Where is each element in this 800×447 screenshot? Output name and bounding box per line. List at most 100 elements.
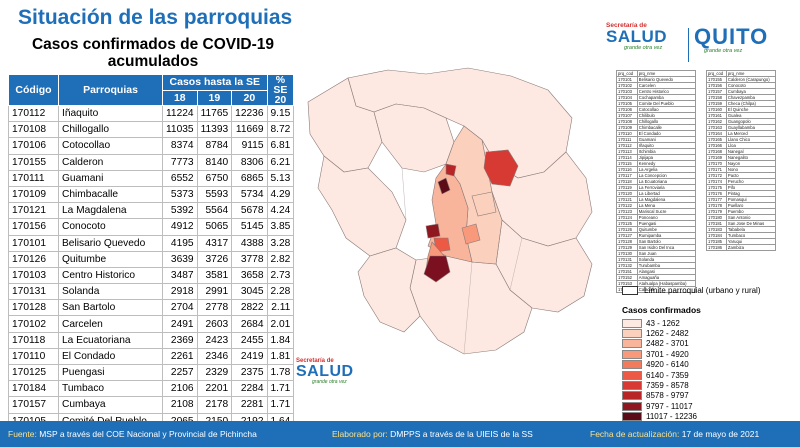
cell-se18: 11035 — [162, 121, 198, 139]
table-row: 170156 Conocoto 4912 5065 5145 3.85 — [8, 218, 295, 236]
table-row: 170184 Tumbaco 2106 2201 2284 1.71 — [8, 380, 295, 398]
cell-parish: La Magdalena — [58, 202, 163, 220]
cell-code: 170131 — [8, 283, 59, 301]
cell-se18: 6552 — [162, 169, 198, 187]
salud-logo-slogan: grande otra vez — [624, 45, 663, 51]
map-boundary-line — [463, 261, 473, 355]
salud-logo: Secretaría de SALUD grande otra vez — [606, 22, 667, 51]
legend-item: 8578 - 9797 — [622, 391, 761, 401]
legend-item: 1262 - 2482 — [622, 328, 761, 339]
map-region-tumbaco — [471, 191, 497, 217]
salud-logo-bottom: Secretaría de SALUD grande otra vez — [296, 358, 354, 385]
legend-item: 6140 - 7359 — [622, 370, 761, 380]
legend-swatch — [622, 401, 642, 411]
legend-swatch — [622, 370, 642, 380]
table-row: 170109 Chimbacalle 5373 5593 5734 4.29 — [8, 185, 295, 204]
legend-swatch — [622, 412, 642, 422]
page-title: Situación de las parroquias — [18, 6, 293, 29]
cell-se20: 2455 — [231, 331, 268, 349]
cell-code: 170112 — [8, 104, 59, 123]
cell-se20: 2284 — [231, 380, 268, 398]
cell-code: 170106 — [8, 137, 59, 155]
col-parish-header: Parroquias — [58, 74, 163, 106]
quito-logo-text: QUITO — [694, 24, 769, 49]
cell-se19: 2346 — [196, 347, 233, 366]
table-row: 170102 Carcelen 2491 2603 2684 2.01 — [8, 315, 295, 333]
cell-code: 170109 — [8, 185, 59, 204]
logo-divider — [688, 28, 689, 62]
cell-se18: 5392 — [162, 202, 198, 220]
cell-code: 170128 — [8, 299, 59, 317]
cell-se19: 5593 — [196, 185, 233, 204]
cell-parish: Centro Historico — [58, 266, 163, 285]
cell-pct: 6.81 — [266, 137, 295, 155]
cell-code: 170110 — [8, 347, 59, 366]
col-se18-header: 18 — [162, 89, 198, 106]
cell-code: 170155 — [8, 153, 59, 171]
boundary-label: Límite parroquial (urbano y rural) — [644, 286, 761, 295]
cell-pct: 6.21 — [266, 153, 295, 171]
map-region-southwest — [357, 247, 421, 333]
table-row: 170110 El Condado 2261 2346 2419 1.81 — [8, 347, 295, 366]
cell-pct: 1.84 — [266, 331, 295, 349]
boundary-swatch — [622, 286, 638, 295]
quito-logo: QUITO grande otra vez — [694, 24, 769, 55]
salud-logo-text: SALUD — [606, 27, 668, 46]
cell-se19: 5564 — [196, 202, 233, 220]
cell-se19: 2778 — [196, 299, 233, 317]
map-boundary-line — [509, 237, 523, 291]
cell-parish: Chimbacalle — [58, 185, 163, 204]
footer-bar: Fuente: MSP a través del COE Nacional y … — [0, 421, 800, 447]
cell-code: 170184 — [8, 380, 59, 398]
code-list-right: prq_cod prq_nme 170155 Calderon (Carapungo)… — [706, 70, 777, 251]
table-row: 170103 Centro Historico 3487 3581 3658 2.73 — [8, 266, 295, 285]
cell-se19: 2329 — [196, 363, 233, 382]
salud-logo-bottom-secretaria: Secretaría de — [296, 358, 334, 364]
col-pct-header: % SE 20 — [266, 74, 295, 106]
cases-table: Código Parroquias Casos hasta la SE % SE… — [8, 74, 295, 430]
legend-boundary: Límite parroquial (urbano y rural) — [622, 286, 761, 295]
cell-se20: 9115 — [231, 137, 268, 155]
cell-se18: 5373 — [162, 185, 198, 204]
cell-se19: 4317 — [196, 234, 233, 252]
cell-parish: San Bartolo — [58, 299, 163, 317]
map-legend: Límite parroquial (urbano y rural) Casos… — [622, 286, 761, 422]
legend-label: 3701 - 4920 — [646, 349, 689, 359]
cell-se18: 2369 — [162, 331, 198, 349]
cell-parish: Cumbaya — [58, 396, 163, 414]
cell-pct: 3.28 — [266, 234, 295, 252]
cell-pct: 2.82 — [266, 250, 295, 268]
cell-pct: 4.24 — [266, 202, 295, 220]
legend-swatch — [622, 329, 642, 339]
cell-parish: Chillogallo — [58, 121, 163, 139]
col-code-header: Código — [8, 74, 59, 106]
cell-se20: 6865 — [231, 169, 268, 187]
cell-se18: 2106 — [162, 380, 198, 398]
footer-date: Fecha de actualización: 17 de mayo de 20… — [590, 429, 759, 439]
parish-map — [307, 67, 593, 355]
cell-se19: 6750 — [196, 169, 233, 187]
cell-code: 170103 — [8, 266, 59, 285]
legend-label: 11017 - 12236 — [646, 412, 698, 422]
quito-logo-slogan: grande otra vez — [704, 48, 743, 54]
cell-se20: 5145 — [231, 218, 268, 236]
cell-pct: 5.13 — [266, 169, 295, 187]
cell-parish: La Ecuatoriana — [58, 331, 163, 349]
cell-parish: El Condado — [58, 347, 163, 366]
legend-swatch — [622, 349, 642, 359]
table-title-line1: Casos confirmados de COVID-19 — [31, 36, 275, 53]
cell-se19: 5065 — [196, 218, 233, 236]
cell-parish: Quitumbe — [58, 250, 163, 268]
cell-code: 170102 — [8, 315, 59, 333]
cell-pct: 1.71 — [266, 380, 295, 398]
cell-se20: 2684 — [231, 315, 268, 333]
code-list-left: prq_cod prq_nme 170101 Belisario Quevedo 170… — [616, 70, 697, 293]
cell-se18: 2257 — [162, 363, 198, 382]
cell-parish: Conocoto — [58, 218, 163, 236]
cell-code: 170111 — [8, 169, 59, 187]
map-region-inaquito — [437, 177, 451, 195]
cell-parish: Solanda — [58, 283, 163, 301]
legend-item: 3701 - 4920 — [622, 349, 761, 359]
cell-se20: 3045 — [231, 283, 268, 301]
footer-source-text: MSP a través del COE Nacional y Provinci… — [39, 429, 257, 439]
